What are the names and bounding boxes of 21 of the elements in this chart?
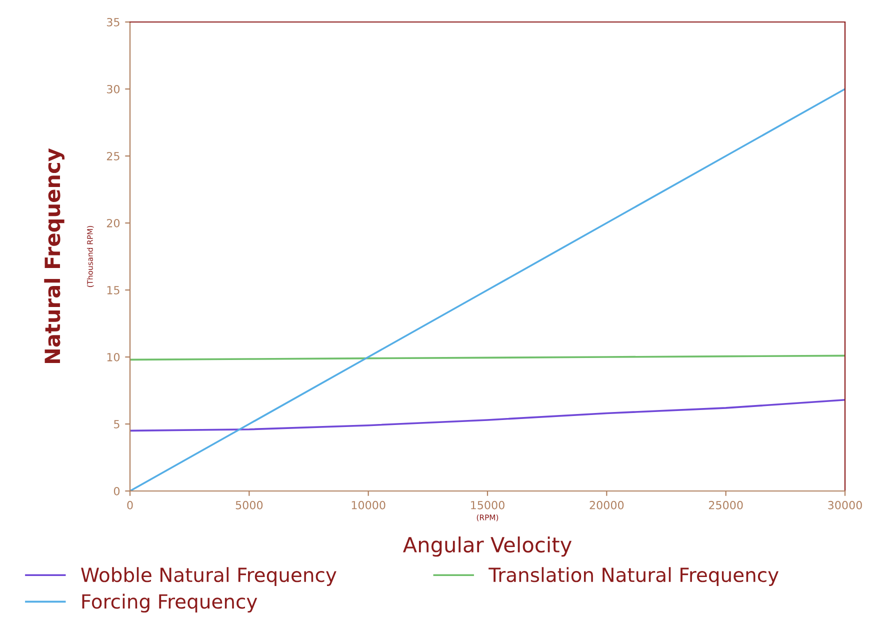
y-tick-label: 10 [107,352,120,362]
x-tick-label: 20000 [590,500,624,510]
line-series [130,398,845,432]
x-tick-label: 25000 [708,500,743,510]
y-axis-title: Natural Frequency [44,148,64,364]
y-tick-label: 25 [106,152,120,160]
x-tick-label: 5000 [236,500,263,510]
legend-label: Translation Natural Frequency [488,567,779,586]
x-tick-label: 0 [127,500,133,510]
y-tick-label: 15 [107,286,120,294]
y-tick-label: 20 [106,218,120,228]
x-axis-title: Angular Velocity [402,536,572,557]
y-tick-label: 30 [106,84,120,94]
legend-label: Forcing Frequency [82,594,258,613]
y-tick-label: 5 [114,420,120,428]
y-tick-label: 35 [106,18,120,26]
x-tick-label: 15000 [471,500,504,510]
legend-label: Wobble Natural Frequency [81,567,336,586]
x-tick-label: 30000 [828,500,862,510]
x-tick-label: 10000 [352,500,386,510]
y-tick-label: 0 [114,486,120,496]
